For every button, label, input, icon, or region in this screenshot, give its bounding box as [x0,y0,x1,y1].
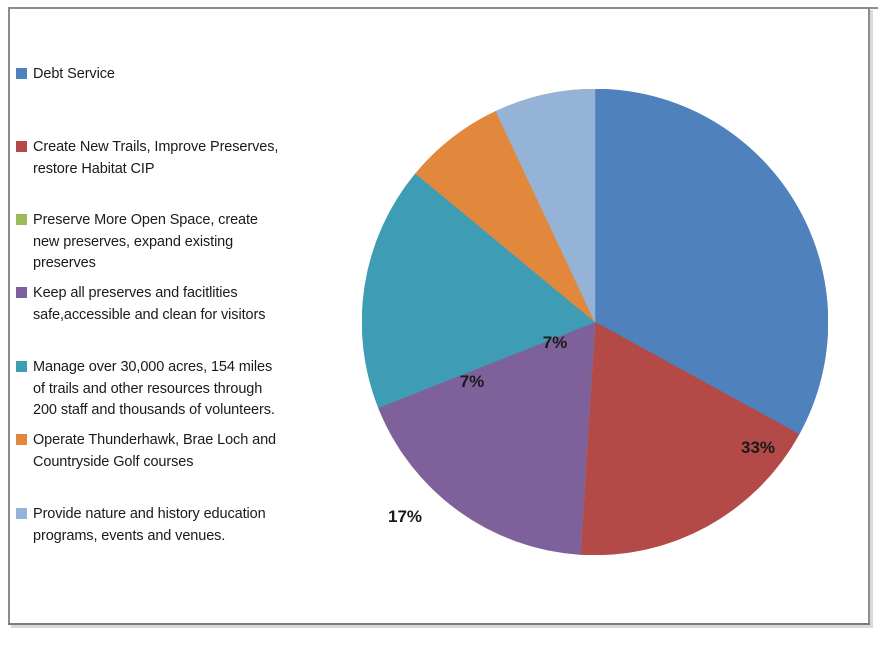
legend-item-label: Debt Service [33,66,115,82]
legend-item-5[interactable]: Operate Thunderhawk, Brae Loch and Count… [16,430,276,473]
pie-chart-svg: 33%18%0%18%17%7%7% [362,89,828,555]
frame-border-bottom [8,623,870,625]
pie-slice-6[interactable] [495,89,596,323]
frame-border-left [8,7,10,625]
legend-item-2[interactable]: Preserve More Open Space, create new pre… [16,210,258,275]
legend-swatch-debt-service [16,68,27,79]
legend-item-label: Operate Thunderhawk, Brae Loch and Count… [33,432,276,470]
legend-item-label: Manage over 30,000 acres, 154 miles of t… [33,359,275,418]
frame-shadow-right [870,10,873,627]
pie-label-nature-history: 7% [543,333,568,352]
frame-border-top [8,7,878,9]
frame-border-right [868,7,870,625]
pie-slice-5[interactable] [415,110,596,323]
pie-slice-1[interactable] [580,321,800,555]
legend-swatch-create-new-trails [16,141,27,152]
legend-swatch-nature-history-education [16,508,27,519]
pie-label-debt-service: 33% [741,438,775,457]
pie-chart: 33%18%0%18%17%7%7% [362,89,828,555]
pie-label-manage-acres: 17% [388,507,422,526]
legend-swatch-manage-acres [16,361,27,372]
legend-item-4[interactable]: Manage over 30,000 acres, 154 miles of t… [16,357,275,422]
legend-item-label: Keep all preserves and facitlities safe,… [33,285,266,323]
legend-item-1[interactable]: Create New Trails, Improve Preserves, re… [16,137,278,180]
legend-item-label: Create New Trails, Improve Preserves, re… [33,139,279,177]
pie-label-operate-golf: 7% [460,372,485,391]
legend-swatch-keep-preserves-safe [16,287,27,298]
pie-slice-4[interactable] [362,173,596,409]
legend-item-label: Provide nature and history education pro… [33,506,266,544]
frame-shadow-bottom [11,625,873,628]
legend-item-6[interactable]: Provide nature and history education pro… [16,504,266,547]
pie-slice-3[interactable] [378,321,596,555]
legend-item-label: Preserve More Open Space, create new pre… [33,212,258,271]
pie-slice-0[interactable] [594,89,828,435]
legend-swatch-operate-golf [16,434,27,445]
legend-item-3[interactable]: Keep all preserves and facitlities safe,… [16,283,265,326]
legend-item-0[interactable]: Debt Service [16,64,115,86]
legend-swatch-preserve-open-space [16,214,27,225]
